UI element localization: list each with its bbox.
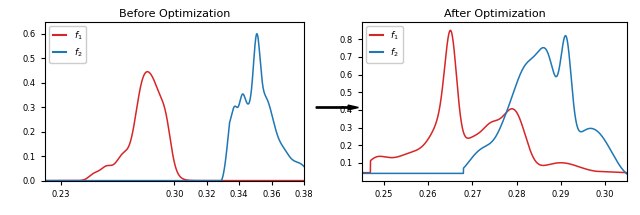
Legend: $f_1$, $f_2$: $f_1$, $f_2$ (366, 26, 403, 63)
Title: After Optimization: After Optimization (444, 9, 545, 19)
Legend: $f_1$, $f_2$: $f_1$, $f_2$ (49, 26, 86, 63)
Title: Before Optimization: Before Optimization (118, 9, 230, 19)
